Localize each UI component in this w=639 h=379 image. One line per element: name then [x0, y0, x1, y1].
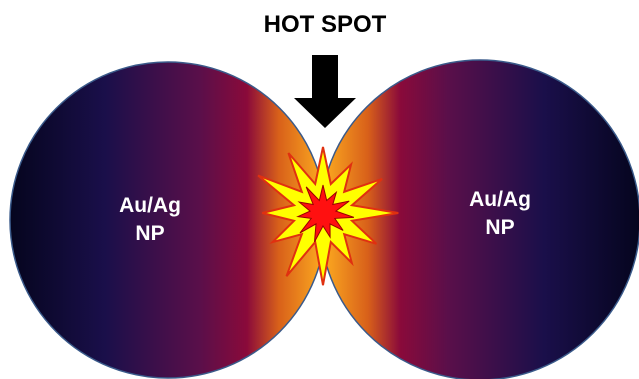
page: HOT SPOT Au/Ag NP Au/Ag NP (() => { cons…	[0, 0, 639, 379]
node-label: NP	[485, 216, 514, 239]
particle-left	[10, 62, 326, 378]
arrow	[294, 55, 356, 128]
title: HOT SPOT	[264, 11, 387, 38]
node-label: Au/Ag	[119, 194, 181, 217]
diagram: HOT SPOT Au/Ag NP Au/Ag NP	[0, 0, 639, 379]
node-label: Au/Ag	[469, 188, 531, 211]
node-label: NP	[135, 222, 164, 245]
particle-right	[320, 60, 639, 379]
